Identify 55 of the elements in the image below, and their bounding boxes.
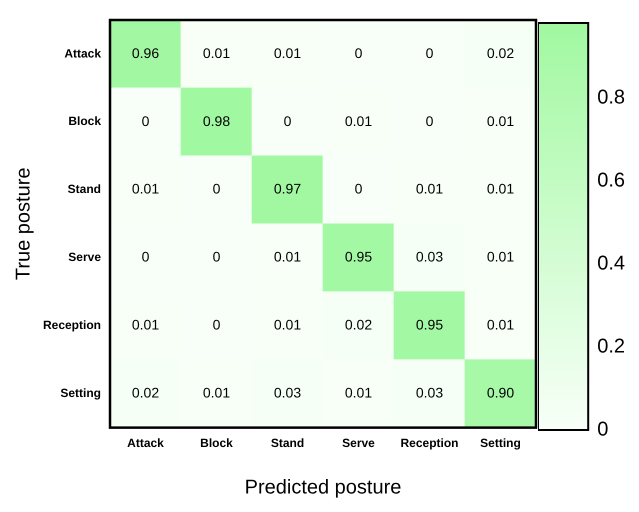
- data-label: 0.01: [132, 316, 160, 333]
- data-label: 0.97: [274, 180, 302, 197]
- y-tick-label: Attack: [64, 46, 102, 60]
- data-label: 0: [142, 112, 150, 129]
- data-label: 0: [212, 248, 221, 265]
- data-label: 0.01: [274, 316, 302, 333]
- data-label: 0.01: [132, 180, 160, 197]
- data-label: 0: [212, 180, 221, 197]
- data-label: 0.01: [416, 180, 444, 197]
- data-label: 0.01: [202, 44, 230, 61]
- data-label: 0: [142, 248, 150, 265]
- y-tick-label: Stand: [68, 182, 102, 196]
- y-tick-label: Block: [68, 114, 102, 128]
- color-bar-label: 0.6: [597, 169, 626, 192]
- data-label: 0.02: [132, 384, 160, 400]
- data-label: 0.01: [486, 316, 514, 333]
- data-label: 0.03: [416, 384, 444, 400]
- color-bar-label: 0.2: [597, 335, 626, 358]
- data-label: 0.01: [344, 384, 372, 400]
- data-label: 0.01: [486, 248, 514, 265]
- y-tick-label: Serve: [68, 250, 102, 264]
- data-label: 0: [426, 44, 434, 61]
- x-tick-label: Reception: [400, 436, 459, 450]
- data-label: 0.95: [344, 248, 372, 265]
- y-axis-title: True posture: [12, 167, 35, 280]
- data-label: 0.01: [202, 384, 230, 400]
- color-bar-label: 0.4: [597, 252, 626, 274]
- data-label: 0: [354, 44, 363, 61]
- data-label: 0.01: [486, 180, 514, 197]
- y-tick-label: Setting: [60, 386, 102, 400]
- x-axis-title: Predicted posture: [244, 476, 402, 499]
- data-label: 0.96: [132, 44, 160, 61]
- data-label: 0: [284, 112, 292, 129]
- color-bar-label: 0.8: [597, 86, 626, 108]
- data-label: 0.02: [486, 44, 514, 61]
- data-label: 0.01: [274, 44, 302, 61]
- data-label: 0.02: [344, 316, 372, 333]
- data-label: 0: [212, 316, 221, 333]
- x-tick-label: Block: [200, 436, 234, 450]
- data-label: 0.98: [202, 112, 230, 129]
- data-label: 0.01: [274, 248, 302, 265]
- y-tick-label: Reception: [42, 318, 102, 332]
- x-tick-label: Serve: [342, 436, 376, 450]
- data-label: 0.01: [486, 112, 514, 129]
- x-tick-label: Stand: [270, 436, 304, 450]
- data-label: 0: [426, 112, 434, 129]
- data-label: 0: [354, 180, 363, 197]
- color-bar-label: 0: [597, 418, 608, 441]
- data-label: 0.01: [344, 112, 372, 129]
- data-label: 0.95: [416, 316, 444, 333]
- data-label: 0.90: [486, 384, 514, 400]
- x-tick-label: Attack: [127, 436, 164, 450]
- data-label: 0.03: [274, 384, 302, 400]
- data-label: 0.03: [416, 248, 444, 265]
- x-tick-label: Setting: [480, 436, 521, 450]
